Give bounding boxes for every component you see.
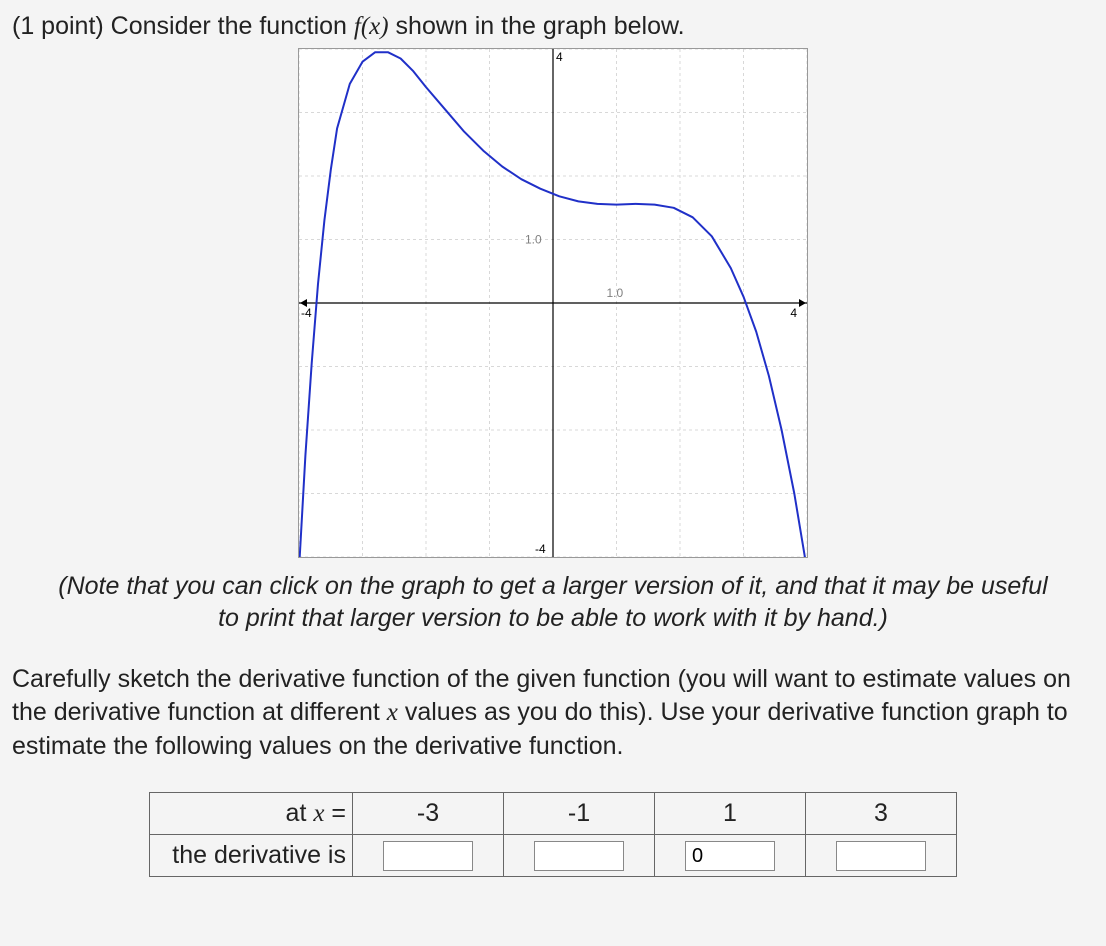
row2-label: the derivative is [150, 834, 353, 876]
x-value-cell: -3 [353, 792, 504, 834]
graph-note: (Note that you can click on the graph to… [52, 570, 1054, 635]
derivative-input-1[interactable] [534, 841, 624, 871]
svg-text:4: 4 [556, 50, 563, 64]
prompt-text: (1 point) Consider the function f(x) sho… [12, 10, 1094, 44]
answer-cell [655, 834, 806, 876]
row1-label: at x = [150, 792, 353, 834]
answer-table: at x = -3 -1 1 3 the derivative is [149, 792, 957, 877]
instructions-text: Carefully sketch the derivative function… [12, 663, 1094, 764]
table-row-header: at x = -3 -1 1 3 [150, 792, 957, 834]
problem-container: (1 point) Consider the function f(x) sho… [0, 0, 1106, 897]
answer-cell [806, 834, 957, 876]
answer-cell [504, 834, 655, 876]
graph-image[interactable]: 4 -4 -4 4 1.0 1.0 [298, 48, 808, 558]
derivative-input-2[interactable] [685, 841, 775, 871]
svg-text:4: 4 [790, 306, 797, 320]
function-notation: f(x) [354, 13, 389, 40]
svg-text:-4: -4 [535, 542, 546, 556]
function-graph-svg: 4 -4 -4 4 1.0 1.0 [299, 49, 807, 557]
x-value-cell: 3 [806, 792, 957, 834]
prompt-before: Consider the function [111, 12, 354, 40]
points-label: (1 point) [12, 12, 111, 40]
derivative-input-0[interactable] [383, 841, 473, 871]
derivative-input-3[interactable] [836, 841, 926, 871]
table-row-answers: the derivative is [150, 834, 957, 876]
graph-wrapper: 4 -4 -4 4 1.0 1.0 [12, 48, 1094, 562]
svg-text:1.0: 1.0 [525, 232, 542, 246]
prompt-after: shown in the graph below. [389, 12, 685, 40]
x-value-cell: -1 [504, 792, 655, 834]
svg-text:1.0: 1.0 [607, 286, 624, 300]
x-var: x [387, 699, 398, 726]
svg-text:-4: -4 [301, 306, 312, 320]
answer-cell [353, 834, 504, 876]
x-value-cell: 1 [655, 792, 806, 834]
